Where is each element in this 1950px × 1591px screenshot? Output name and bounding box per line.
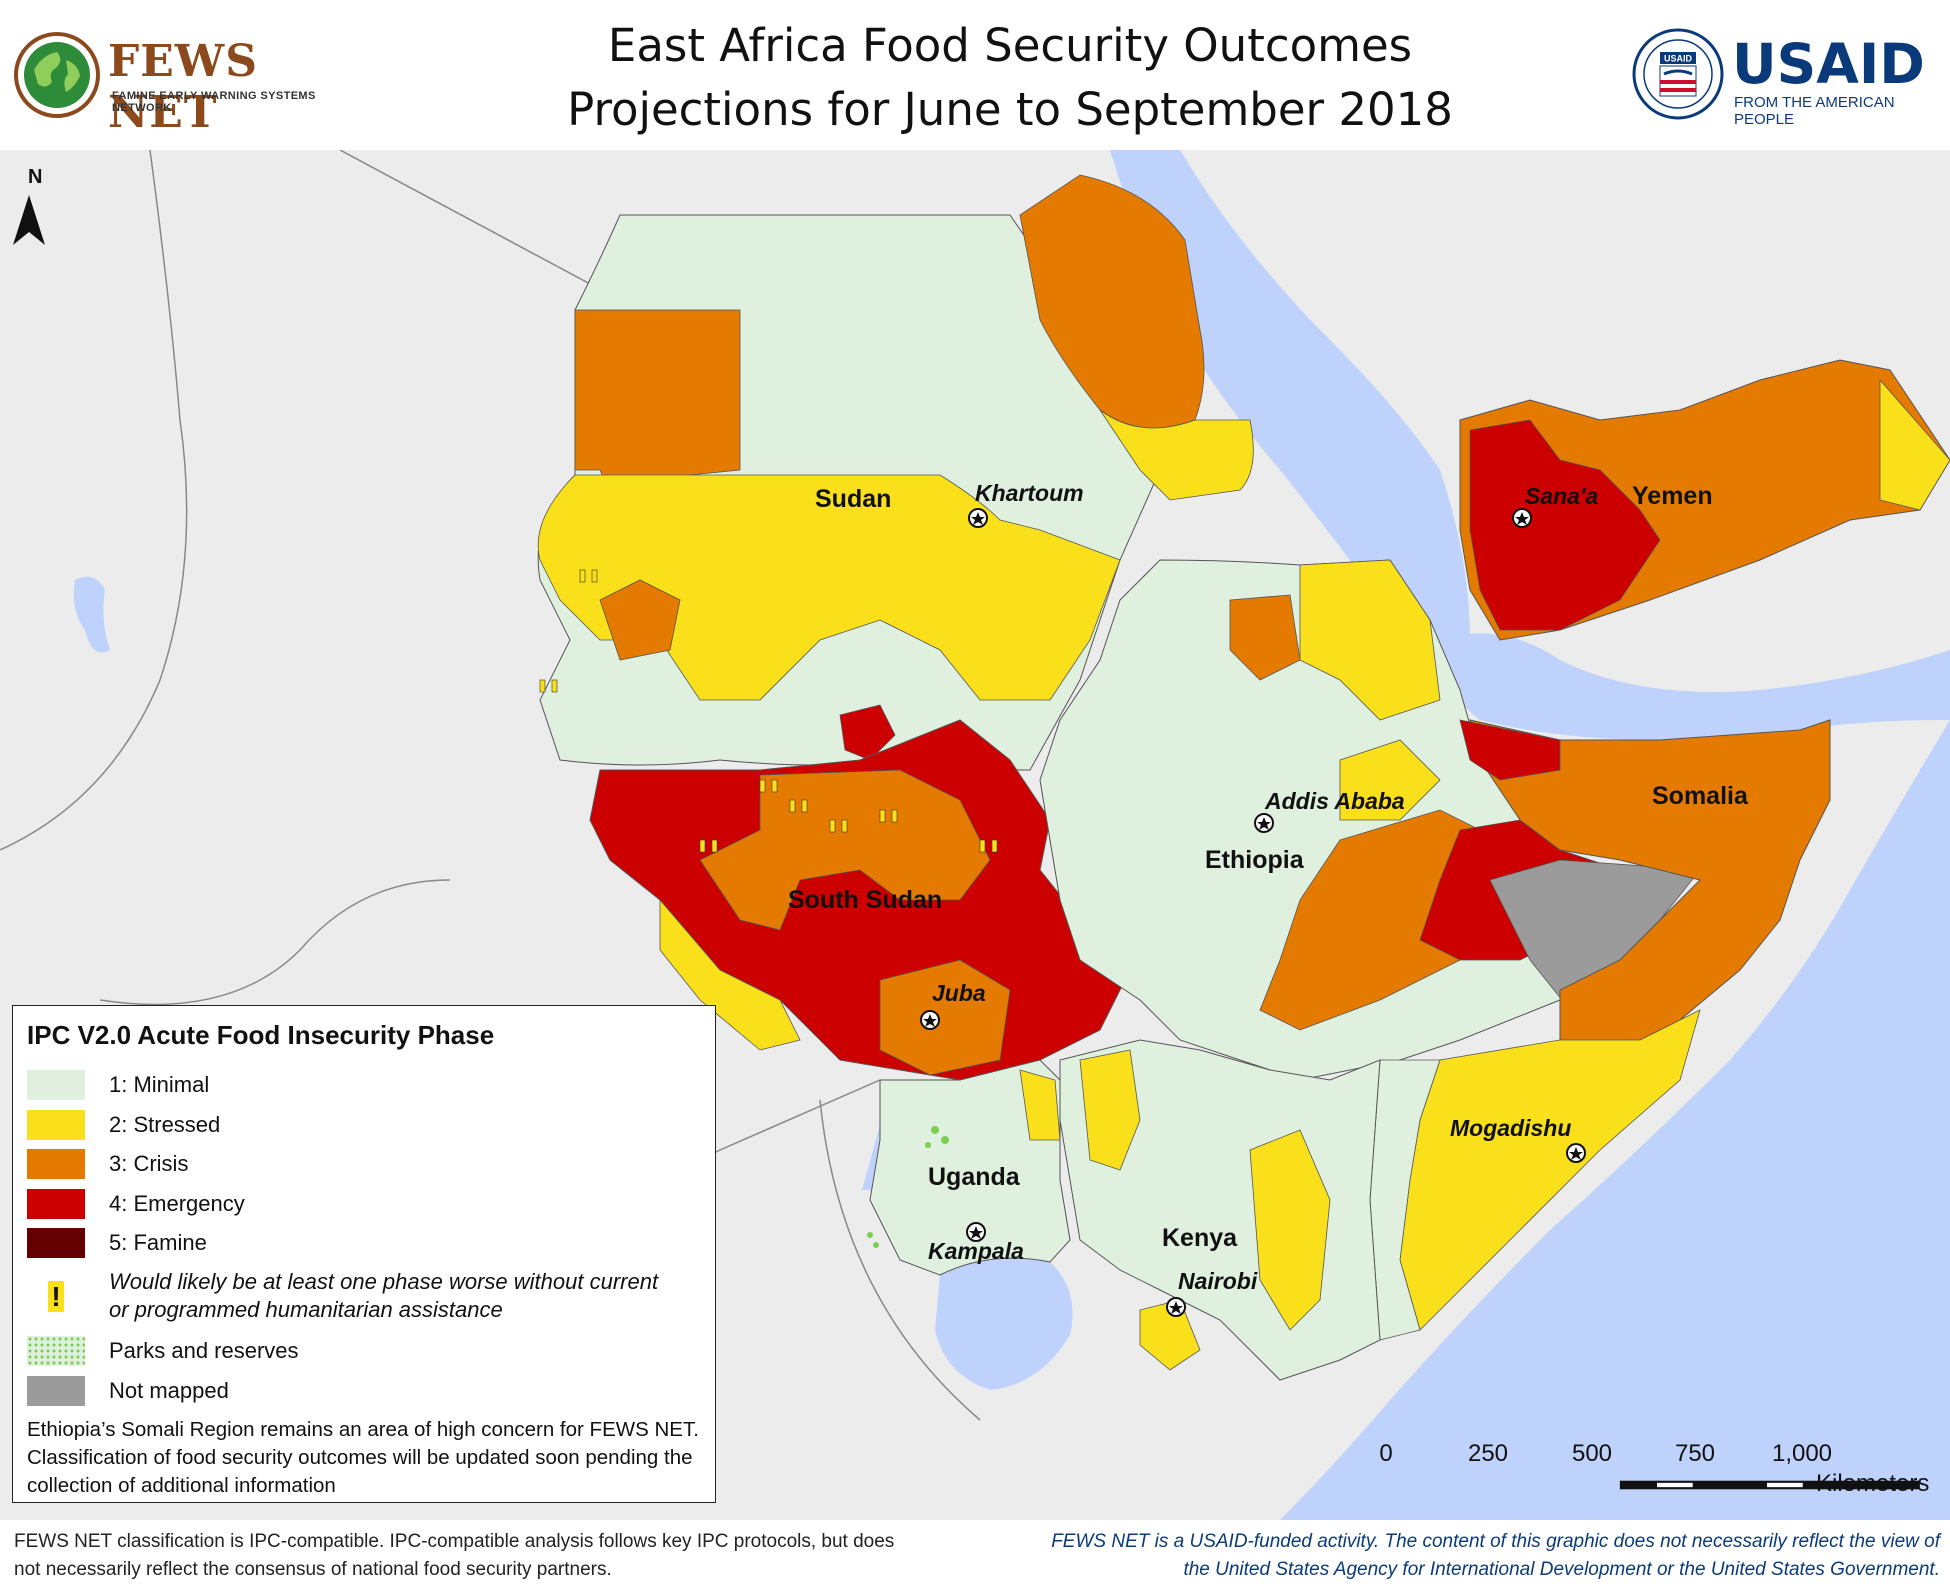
assistance-markers — [539, 569, 998, 853]
title-line-2: Projections for June to September 2018 — [567, 83, 1453, 136]
label-yemen: Yemen — [1632, 482, 1713, 510]
region-yemen-stressed-east — [1879, 378, 1950, 511]
legend-label-stressed: 2: Stressed — [109, 1112, 221, 1137]
fews-net-subtitle: FAMINE EARLY WARNING SYSTEMS NETWORK — [112, 90, 316, 114]
label-ethiopia: Ethiopia — [1205, 846, 1304, 874]
scale-unit: Kilometers — [1816, 1470, 1930, 1497]
scale-tick-250: 250 — [1467, 1440, 1509, 1467]
label-addis-ababa: Addis Ababa — [1265, 788, 1405, 814]
legend-label-emergency: 4: Emergency — [109, 1191, 245, 1216]
label-somalia: Somalia — [1652, 782, 1748, 810]
nairobi-star-icon — [1166, 1297, 1186, 1317]
title-line-1: East Africa Food Security Outcomes — [607, 19, 1413, 72]
label-sudan: Sudan — [815, 485, 892, 513]
region-sudan-stressed-belt — [537, 474, 1121, 701]
region-south-sudan-crisis-south — [879, 959, 1011, 1076]
legend-label-famine: 5: Famine — [109, 1230, 207, 1255]
map: N Sudan Yemen Somalia Ethiopia South Sud… — [0, 150, 1950, 1520]
region-kenya-stressed-northwest — [1079, 1049, 1141, 1171]
scale-bar-graphic — [1619, 1480, 1920, 1490]
red-sea — [1110, 150, 1470, 690]
region-sudan-stressed-east — [1099, 409, 1254, 501]
fews-net-wordmark: FEWS NET — [108, 36, 258, 138]
label-sanaa: Sana'a — [1525, 483, 1599, 509]
addis-ababa-star-icon — [1254, 813, 1274, 833]
region-somalia-emergency-north — [1459, 719, 1561, 781]
footer-disclaimer-ipc: FEWS NET classification is IPC-compatibl… — [14, 1531, 895, 1580]
assistance-exclamation-icon: ! — [27, 1281, 85, 1312]
legend-label-minimal: 1: Minimal — [109, 1072, 210, 1097]
label-juba: Juba — [932, 980, 986, 1006]
scale-bar: 0 250 500 750 1,000 Kilometers — [1370, 1440, 1940, 1500]
legend: IPC V2.0 Acute Food Insecurity Phase 1: … — [12, 1005, 716, 1503]
usaid-subtitle: FROM THE AMERICAN PEOPLE — [1734, 94, 1895, 128]
usaid-logo: USAID USAID FROM THE AMERICAN PEOPLE — [1630, 26, 1940, 128]
legend-swatch-not-mapped — [27, 1376, 85, 1406]
scale-tick-1000: 1,000 — [1771, 1440, 1833, 1467]
region-uganda-minimal — [869, 1059, 1071, 1276]
region-south-sudan-stressed-west — [659, 898, 801, 1051]
fews-net-logo: FEWS NET FAMINE EARLY WARNING SYSTEMS NE… — [12, 30, 322, 138]
label-south-sudan: South Sudan — [788, 886, 943, 914]
region-ethiopia-stressed-east — [1339, 739, 1441, 821]
map-canvas: N — [0, 150, 1950, 1520]
label-khartoum: Khartoum — [975, 480, 1084, 506]
label-kenya: Kenya — [1162, 1224, 1238, 1252]
region-kenya-stressed-east — [1249, 1129, 1331, 1331]
region-ethiopia-crisis-afar — [1229, 594, 1301, 681]
usaid-seal-icon: USAID — [1632, 28, 1724, 120]
juba-star-icon — [920, 1010, 940, 1030]
legend-label-crisis: 3: Crisis — [109, 1151, 189, 1176]
legend-swatch-emergency — [27, 1189, 85, 1219]
scale-tick-500: 500 — [1571, 1440, 1613, 1467]
legend-label-parks: Parks and reserves — [109, 1338, 299, 1363]
parks-and-reserves — [867, 1126, 949, 1248]
legend-swatch-crisis — [27, 1149, 85, 1179]
indian-ocean — [1280, 720, 1950, 1520]
region-uganda-stressed — [1019, 1069, 1061, 1141]
label-nairobi: Nairobi — [1178, 1268, 1258, 1294]
svg-text:N: N — [28, 166, 42, 188]
globe-icon — [14, 32, 100, 118]
legend-swatch-parks — [27, 1336, 85, 1366]
capital-markers — [920, 508, 1586, 1317]
region-sudan-crisis-darfur — [599, 579, 681, 661]
usaid-seal-text: USAID — [1664, 54, 1693, 64]
mogadishu-star-icon — [1566, 1143, 1586, 1163]
legend-swatch-famine — [27, 1228, 85, 1258]
region-south-sudan-crisis — [699, 769, 991, 931]
lake-victoria — [935, 1258, 1073, 1390]
region-ethiopia-stressed-north — [1299, 559, 1441, 721]
legend-note: Ethiopia’s Somali Region remains an area… — [27, 1418, 699, 1497]
lake-chad — [73, 576, 110, 653]
legend-label-not-mapped: Not mapped — [109, 1378, 229, 1403]
label-uganda: Uganda — [928, 1163, 1020, 1191]
scale-tick-0: 0 — [1379, 1440, 1393, 1467]
region-sudan-emergency-kordofan — [839, 704, 896, 761]
khartoum-star-icon — [968, 508, 988, 528]
footer-disclaimer-usaid: FEWS NET is a USAID-funded activity. The… — [1051, 1531, 1940, 1580]
legend-swatch-stressed — [27, 1110, 85, 1140]
region-yemen-emergency — [1469, 419, 1661, 631]
legend-swatch-minimal — [27, 1070, 85, 1100]
page-title: East Africa Food Security Outcomes Proje… — [440, 14, 1580, 142]
legend-label-assistance: Would likely be at least one phase worse… — [109, 1269, 659, 1322]
label-kampala: Kampala — [928, 1238, 1024, 1264]
usaid-wordmark: USAID — [1732, 32, 1925, 96]
label-mogadishu: Mogadishu — [1450, 1115, 1572, 1141]
kampala-star-icon — [966, 1222, 986, 1242]
legend-title: IPC V2.0 Acute Food Insecurity Phase — [27, 1020, 495, 1050]
gulf-of-aden — [1440, 633, 1950, 740]
scale-tick-750: 750 — [1674, 1440, 1716, 1467]
header: FEWS NET FAMINE EARLY WARNING SYSTEMS NE… — [0, 0, 1950, 150]
north-arrow-icon: N — [13, 166, 45, 245]
sanaa-star-icon — [1512, 508, 1532, 528]
